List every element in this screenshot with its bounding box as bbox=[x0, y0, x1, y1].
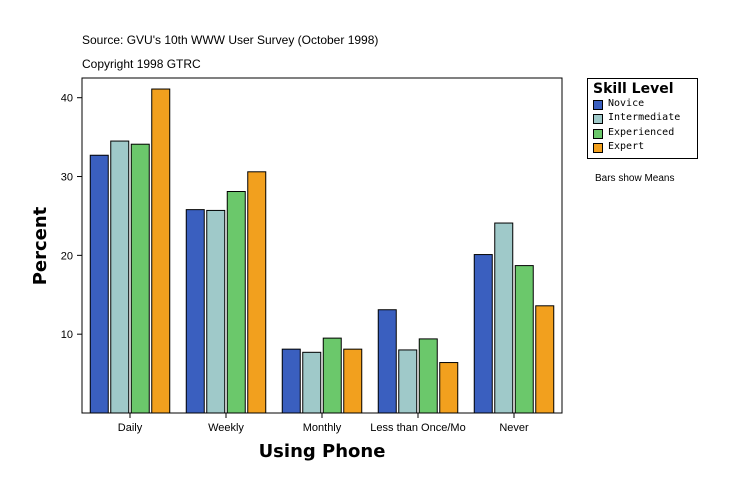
legend-swatch-intermediate bbox=[593, 114, 603, 124]
bars-note: Bars show Means bbox=[595, 173, 675, 184]
bar-daily-novice bbox=[89, 154, 109, 414]
bar-less-than-once-mo-experienced bbox=[418, 338, 438, 414]
bar-monthly-novice bbox=[281, 348, 301, 414]
x-tick-label-monthly: Monthly bbox=[303, 422, 342, 434]
bar-monthly-expert bbox=[343, 348, 363, 414]
bar-weekly-experienced bbox=[226, 191, 246, 414]
bar-never-experienced bbox=[514, 265, 534, 414]
legend-title: Skill Level bbox=[593, 81, 674, 97]
y-axis: 10 20 30 40 bbox=[61, 93, 82, 341]
bar-never-intermediate bbox=[494, 222, 514, 414]
copyright-line: Copyright 1998 GTRC bbox=[82, 57, 201, 71]
x-axis: Daily Weekly Monthly Less than Once/Mo Never bbox=[118, 413, 529, 434]
legend: Skill Level Novice Intermediate Experien… bbox=[587, 78, 698, 159]
bar-daily-intermediate bbox=[110, 140, 130, 414]
x-tick-label-daily: Daily bbox=[118, 422, 143, 434]
y-tick-label: 40 bbox=[61, 93, 73, 105]
x-tick-label-never: Never bbox=[499, 422, 529, 434]
y-tick-label: 30 bbox=[61, 172, 73, 184]
x-axis-title: Using Phone bbox=[259, 441, 386, 462]
y-tick-label: 10 bbox=[61, 329, 73, 341]
legend-swatch-expert bbox=[593, 143, 603, 153]
bar-weekly-novice bbox=[185, 209, 205, 414]
bar-weekly-intermediate bbox=[206, 209, 226, 414]
legend-label-expert: Expert bbox=[608, 141, 645, 152]
bars bbox=[89, 88, 555, 414]
bar-never-novice bbox=[473, 254, 493, 414]
legend-label-experienced: Experienced bbox=[608, 127, 675, 138]
bar-daily-expert bbox=[151, 88, 171, 414]
bar-less-than-once-mo-intermediate bbox=[398, 349, 418, 414]
legend-swatch-novice bbox=[593, 100, 603, 110]
y-tick-label: 20 bbox=[61, 250, 73, 262]
bar-less-than-once-mo-expert bbox=[439, 362, 459, 414]
y-axis-title: Percent bbox=[30, 206, 51, 285]
bar-weekly-expert bbox=[247, 171, 267, 414]
bar-monthly-experienced bbox=[322, 337, 342, 414]
source-line: Source: GVU's 10th WWW User Survey (Octo… bbox=[82, 33, 379, 47]
legend-label-intermediate: Intermediate bbox=[608, 112, 681, 123]
bar-monthly-intermediate bbox=[302, 351, 322, 414]
bar-daily-experienced bbox=[130, 143, 150, 414]
bar-less-than-once-mo-novice bbox=[377, 309, 397, 414]
x-tick-label-weekly: Weekly bbox=[208, 422, 244, 434]
x-tick-label-less-than-once-mo: Less than Once/Mo bbox=[370, 422, 465, 434]
legend-swatch-experienced bbox=[593, 129, 603, 139]
legend-label-novice: Novice bbox=[608, 98, 645, 109]
bar-never-expert bbox=[535, 305, 555, 414]
